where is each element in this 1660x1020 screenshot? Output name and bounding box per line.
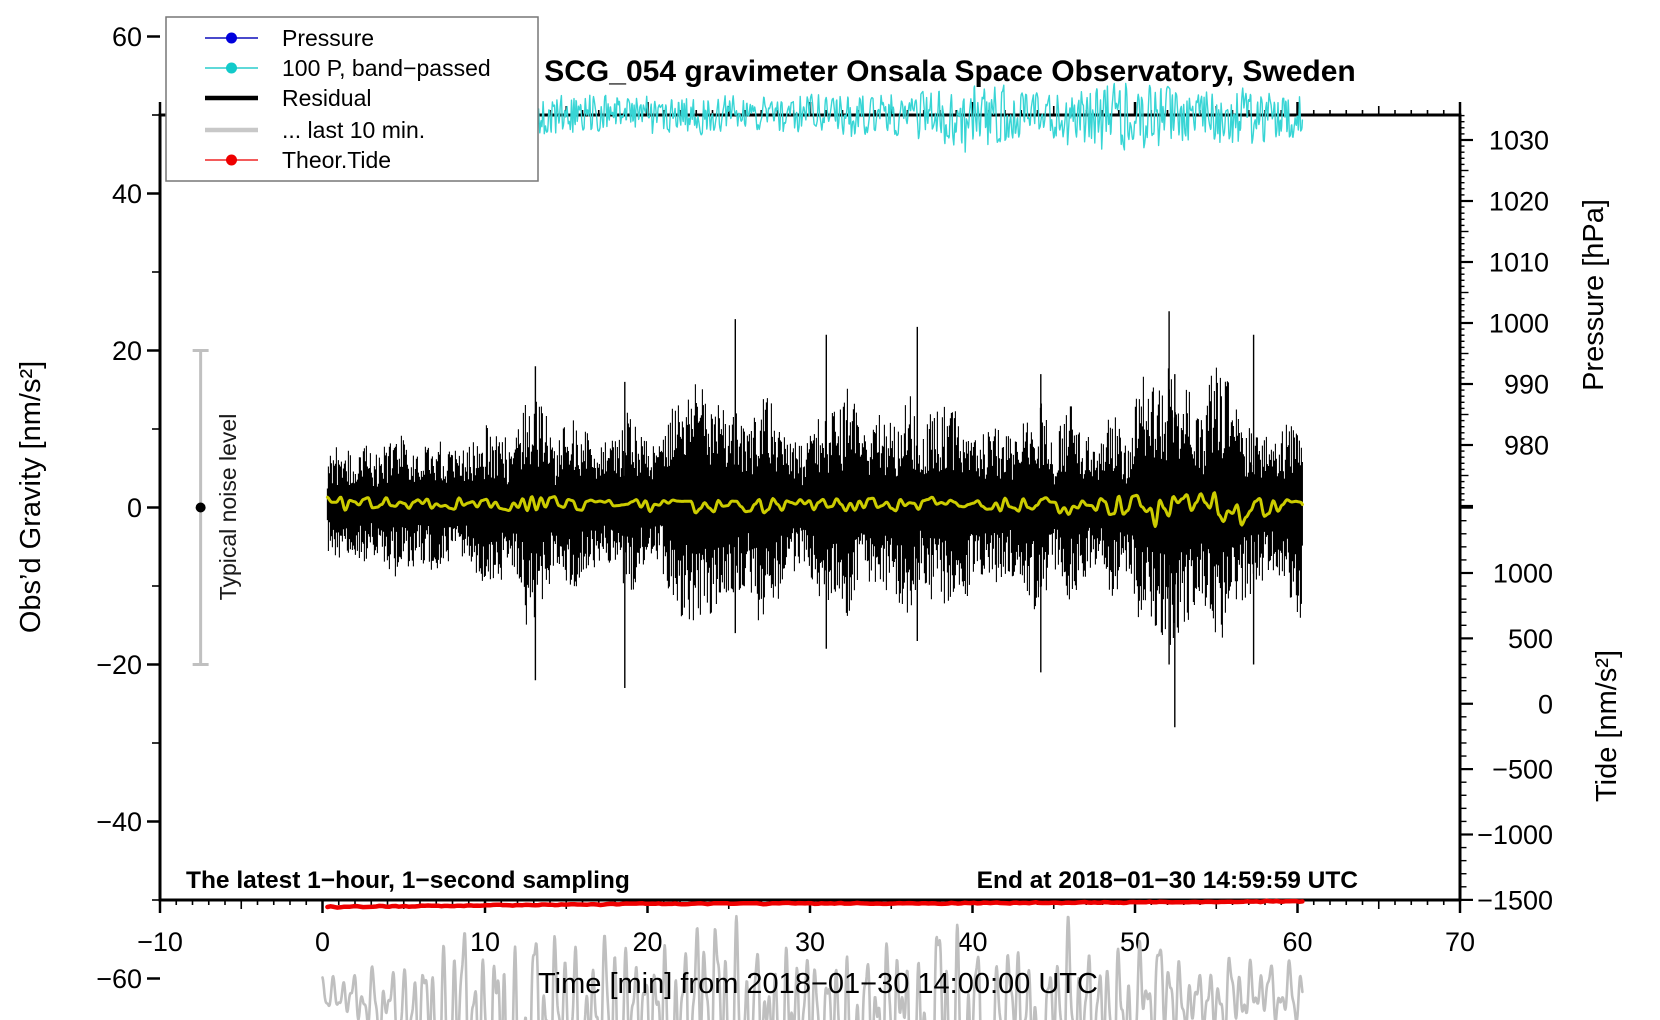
gravity-tick-label: 0 bbox=[127, 493, 142, 523]
pressure-tick-label: 990 bbox=[1504, 370, 1549, 400]
x-tick-label: 30 bbox=[795, 927, 825, 957]
legend-label-pressure: Pressure bbox=[282, 25, 374, 51]
end-time-annotation: End at 2018−01−30 14:59:59 UTC bbox=[977, 867, 1359, 894]
x-tick-label: 60 bbox=[1282, 927, 1312, 957]
chart-title: SCG_054 gravimeter Onsala Space Observat… bbox=[544, 55, 1356, 88]
noise-center-dot bbox=[195, 502, 206, 513]
gravity-tick-label: −60 bbox=[96, 964, 142, 994]
gravity-tick-label: 60 bbox=[112, 22, 142, 52]
pressure-tick-label: 1030 bbox=[1489, 126, 1549, 156]
x-tick-label: 70 bbox=[1445, 927, 1475, 957]
pressure-tick-label: 980 bbox=[1504, 431, 1549, 461]
legend-label-residual: Residual bbox=[282, 85, 372, 111]
pressure-tick-label: 1020 bbox=[1489, 187, 1549, 217]
legend-item-last10min: ... last 10 min. bbox=[205, 117, 425, 143]
x-tick-label: −10 bbox=[137, 927, 183, 957]
series-residual-low-pass bbox=[325, 491, 1304, 528]
x-tick-label: 0 bbox=[315, 927, 330, 957]
legend: Pressure 100 P, band−passed Residual ...… bbox=[165, 16, 539, 182]
legend-label-bandpassed: 100 P, band−passed bbox=[282, 55, 491, 81]
legend-item-residual: Residual bbox=[205, 85, 372, 111]
tide-tick-label: 1000 bbox=[1493, 559, 1553, 589]
tide-tick-label: 0 bbox=[1538, 689, 1553, 719]
legend-item-pressure: Pressure bbox=[205, 25, 374, 51]
theortide-dot-sample bbox=[226, 154, 237, 166]
tide-tick-label: −1500 bbox=[1477, 885, 1553, 915]
legend-item-theortide: Theor.Tide bbox=[205, 147, 391, 173]
x-tick-label: 50 bbox=[1120, 927, 1150, 957]
pressure-tick-label: 1000 bbox=[1489, 309, 1549, 339]
bandpassed-dot-sample bbox=[226, 62, 237, 74]
noise-level-marker bbox=[192, 349, 209, 666]
gravity-tick-label: −40 bbox=[96, 807, 142, 837]
x-axis-title: Time [min] from 2018−01−30 14:00:00 UTC bbox=[538, 968, 1098, 1000]
gravity-axis-title: Obs’d Gravity [nm/s²] bbox=[15, 361, 47, 633]
gravity-tick-label: 40 bbox=[112, 179, 142, 209]
series-residual-spikes bbox=[534, 311, 1255, 728]
legend-label-last10min: ... last 10 min. bbox=[282, 117, 425, 143]
noise-level-label: Typical noise level bbox=[215, 414, 241, 601]
gravity-tick-label: 20 bbox=[112, 336, 142, 366]
tide-tick-label: −1000 bbox=[1477, 820, 1553, 850]
tide-axis-title: Tide [nm/s²] bbox=[1591, 650, 1623, 802]
series--last-10-min- bbox=[321, 914, 1304, 1020]
legend-item-bandpassed: 100 P, band−passed bbox=[205, 55, 491, 81]
x-tick-label: 10 bbox=[470, 927, 500, 957]
tide-tick-label: −500 bbox=[1492, 755, 1553, 785]
legend-label-theortide: Theor.Tide bbox=[282, 147, 391, 173]
pressure-axis-title: Pressure [hPa] bbox=[1578, 199, 1610, 391]
pressure-tick-label: 1010 bbox=[1489, 248, 1549, 278]
x-tick-label: 20 bbox=[632, 927, 662, 957]
pressure-dot-sample bbox=[226, 32, 237, 44]
gravity-tick-label: −20 bbox=[96, 650, 142, 680]
data-series bbox=[321, 81, 1305, 1020]
series-theor-tide bbox=[325, 898, 1305, 910]
tide-tick-label: 500 bbox=[1508, 624, 1553, 654]
sampling-annotation: The latest 1−hour, 1−second sampling bbox=[186, 867, 630, 894]
x-tick-label: 40 bbox=[957, 927, 987, 957]
